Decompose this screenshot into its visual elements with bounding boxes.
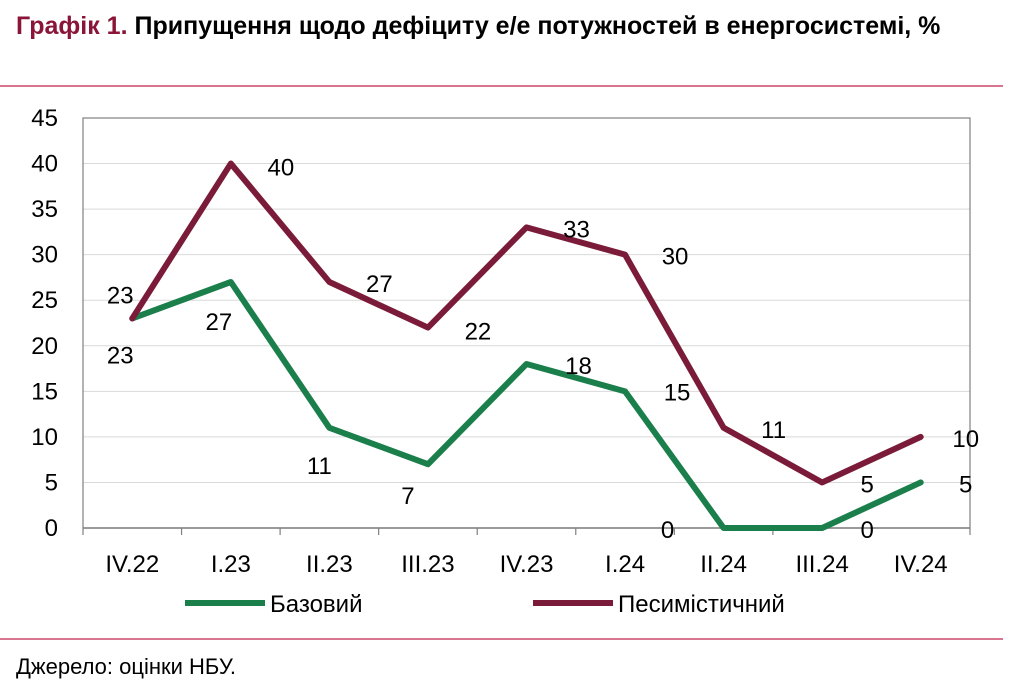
data-label-pessimistic: 23 <box>107 282 134 309</box>
y-tick-label: 40 <box>31 151 58 178</box>
y-tick-label: 0 <box>45 515 58 542</box>
legend-label-pessimistic: Песимістичний <box>618 591 785 618</box>
data-label-base: 23 <box>107 342 134 369</box>
chart-title-text: Припущення щодо дефіциту е/е потужностей… <box>134 12 941 40</box>
line-chart: 0 5 10 15 20 25 30 35 40 45 IV.22 I.23 II.23 III.23 IV… <box>31 105 979 618</box>
series-line-base <box>129 279 924 531</box>
y-tick-label: 30 <box>31 242 58 269</box>
x-tick-label: IV.23 <box>500 551 554 578</box>
y-tick-label: 45 <box>31 105 58 132</box>
data-label-pessimistic: 30 <box>662 244 689 271</box>
data-label-pessimistic: 40 <box>267 155 294 182</box>
y-tick-label: 25 <box>31 287 58 314</box>
x-tick-label: I.23 <box>211 551 251 578</box>
x-tick-label: II.24 <box>700 551 747 578</box>
top-divider <box>0 85 1003 87</box>
source-note: Джерело: оцінки НБУ. <box>16 654 237 679</box>
y-tick-label: 15 <box>31 378 58 405</box>
y-tick-label: 35 <box>31 196 58 223</box>
data-label-base: 27 <box>205 309 232 336</box>
data-label-pessimistic: 33 <box>563 216 590 243</box>
bottom-divider <box>0 638 1003 640</box>
x-tick-label: II.23 <box>306 551 353 578</box>
data-label-pessimistic: 11 <box>761 417 786 444</box>
data-label-pessimistic: 10 <box>952 426 979 453</box>
y-tick-label: 10 <box>31 424 58 451</box>
data-label-base: 0 <box>860 517 873 544</box>
data-label-base: 15 <box>664 379 691 406</box>
x-tick-label: I.24 <box>605 551 645 578</box>
x-tick-label: IV.24 <box>894 551 948 578</box>
data-label-pessimistic: 27 <box>366 271 393 298</box>
y-tick-label: 5 <box>45 469 58 496</box>
data-label-base: 7 <box>401 483 414 510</box>
x-tick-label: IV.22 <box>105 551 159 578</box>
data-label-base: 0 <box>661 517 674 544</box>
y-tick-label: 20 <box>31 333 58 360</box>
data-label-base: 18 <box>565 353 592 380</box>
x-tick-label: III.24 <box>795 551 848 578</box>
data-label-base: 5 <box>959 471 972 498</box>
legend-label-base: Базовий <box>270 591 362 618</box>
data-label-base: 11 <box>307 453 332 480</box>
chart-number: Графік 1. <box>16 12 128 40</box>
chart-title: Графік 1. Припущення щодо дефіциту е/е п… <box>16 10 1001 43</box>
x-tick-label: III.23 <box>401 551 454 578</box>
data-label-pessimistic: 22 <box>465 319 492 346</box>
series-line-pessimistic <box>129 160 924 486</box>
data-label-pessimistic: 5 <box>860 471 873 498</box>
